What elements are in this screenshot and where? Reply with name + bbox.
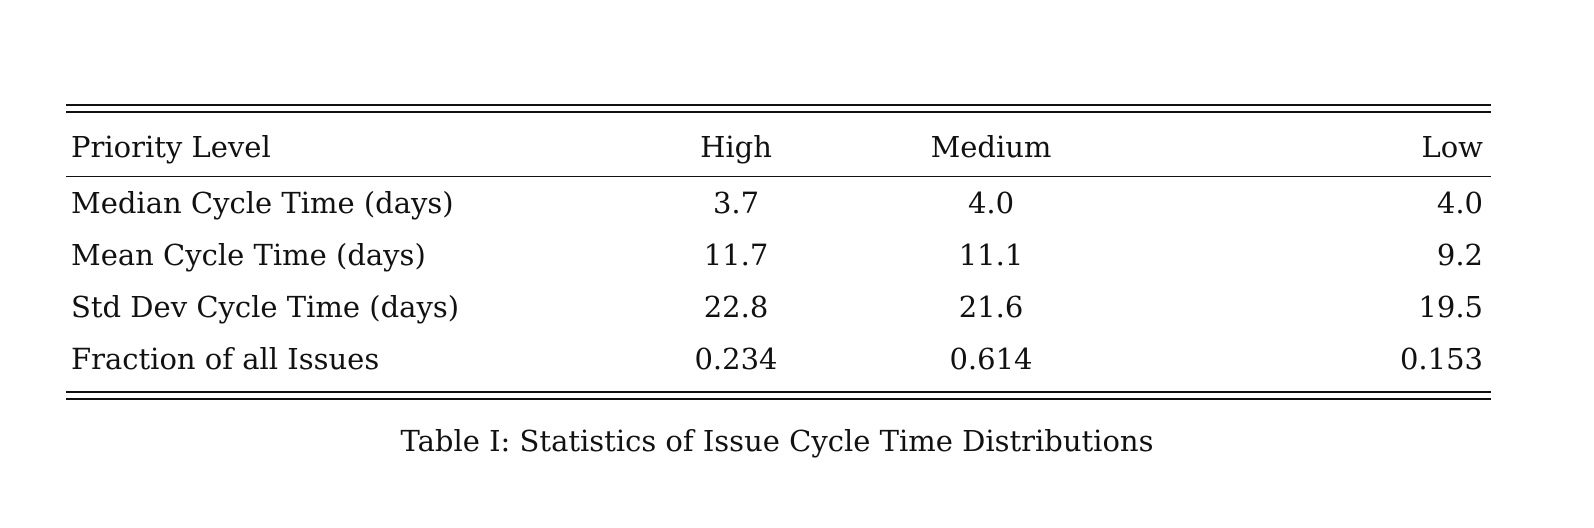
table-row: Median Cycle Time (days) 3.7 4.0 4.0 [66, 177, 1491, 230]
statistics-table-container: Priority Level High Medium Low Median Cy… [66, 104, 1491, 400]
cell-low: 4.0 [1436, 186, 1483, 220]
header-priority-level: Priority Level [66, 112, 631, 177]
cell-low: 0.153 [1399, 342, 1483, 376]
cell-high: 11.7 [703, 238, 769, 272]
cell-high: 22.8 [703, 290, 769, 324]
header-low: Low [1141, 112, 1491, 177]
cell-medium: 0.614 [949, 342, 1033, 376]
cell-medium: 21.6 [958, 290, 1024, 324]
cell-medium: 11.1 [958, 238, 1024, 272]
table-row: Std Dev Cycle Time (days) 22.8 21.6 19.5 [66, 281, 1491, 333]
cell-high: 3.7 [712, 186, 760, 220]
bottom-double-rule [66, 391, 1491, 400]
table-header-row: Priority Level High Medium Low [66, 112, 1491, 177]
cell-low: 9.2 [1436, 238, 1483, 272]
cell-high: 0.234 [694, 342, 778, 376]
row-label: Std Dev Cycle Time (days) [71, 290, 460, 324]
table-row: Fraction of all Issues 0.234 0.614 0.153 [66, 333, 1491, 391]
header-high: High [631, 112, 841, 177]
cell-low: 19.5 [1418, 290, 1483, 324]
row-label: Median Cycle Time (days) [71, 186, 454, 220]
table-row: Mean Cycle Time (days) 11.7 11.1 9.2 [66, 229, 1491, 281]
row-label: Mean Cycle Time (days) [71, 238, 426, 272]
table-caption: Table I: Statistics of Issue Cycle Time … [400, 424, 1154, 458]
cycle-time-statistics-table: Priority Level High Medium Low Median Cy… [66, 112, 1491, 391]
header-medium: Medium [841, 112, 1141, 177]
cell-medium: 4.0 [967, 186, 1015, 220]
row-label: Fraction of all Issues [71, 342, 380, 376]
top-double-rule [66, 104, 1491, 113]
